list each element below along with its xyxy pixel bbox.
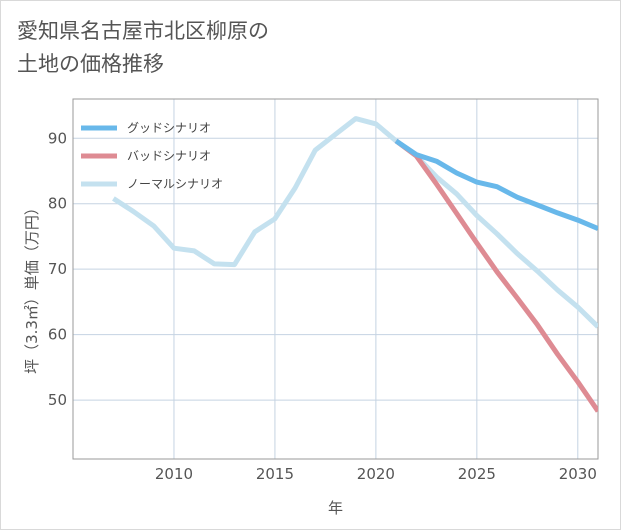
y-tick-label: 80: [48, 195, 67, 213]
tick-labels: 2010 2015 2020 2025 2030 50 60 70 80 90: [48, 129, 597, 483]
y-tick-label: 70: [48, 260, 67, 278]
series-lines: [112, 116, 598, 413]
y-tick-label: 60: [48, 326, 67, 344]
y-axis-title: 坪（3.3㎡）単価（万円）: [23, 200, 41, 374]
legend-label: ノーマルシナリオ: [127, 177, 223, 191]
series-line: [112, 116, 598, 329]
legend-label: グッドシナリオ: [127, 121, 211, 135]
chart-title: 愛知県名古屋市北区柳原の 土地の価格推移: [17, 19, 269, 76]
x-tick-label: 2025: [458, 465, 496, 483]
y-tick-label: 90: [48, 129, 67, 147]
x-tick-label: 2030: [559, 465, 597, 483]
x-tick-label: 2020: [357, 465, 395, 483]
series-line: [394, 138, 598, 413]
series-line: [394, 138, 598, 231]
grid: [73, 99, 598, 459]
plot-area: [72, 98, 599, 460]
x-tick-label: 2015: [256, 465, 294, 483]
y-tick-label: 50: [48, 391, 67, 409]
x-tick-label: 2010: [155, 465, 193, 483]
x-axis-title: 年: [328, 499, 343, 517]
legend-label: バッドシナリオ: [127, 149, 211, 163]
